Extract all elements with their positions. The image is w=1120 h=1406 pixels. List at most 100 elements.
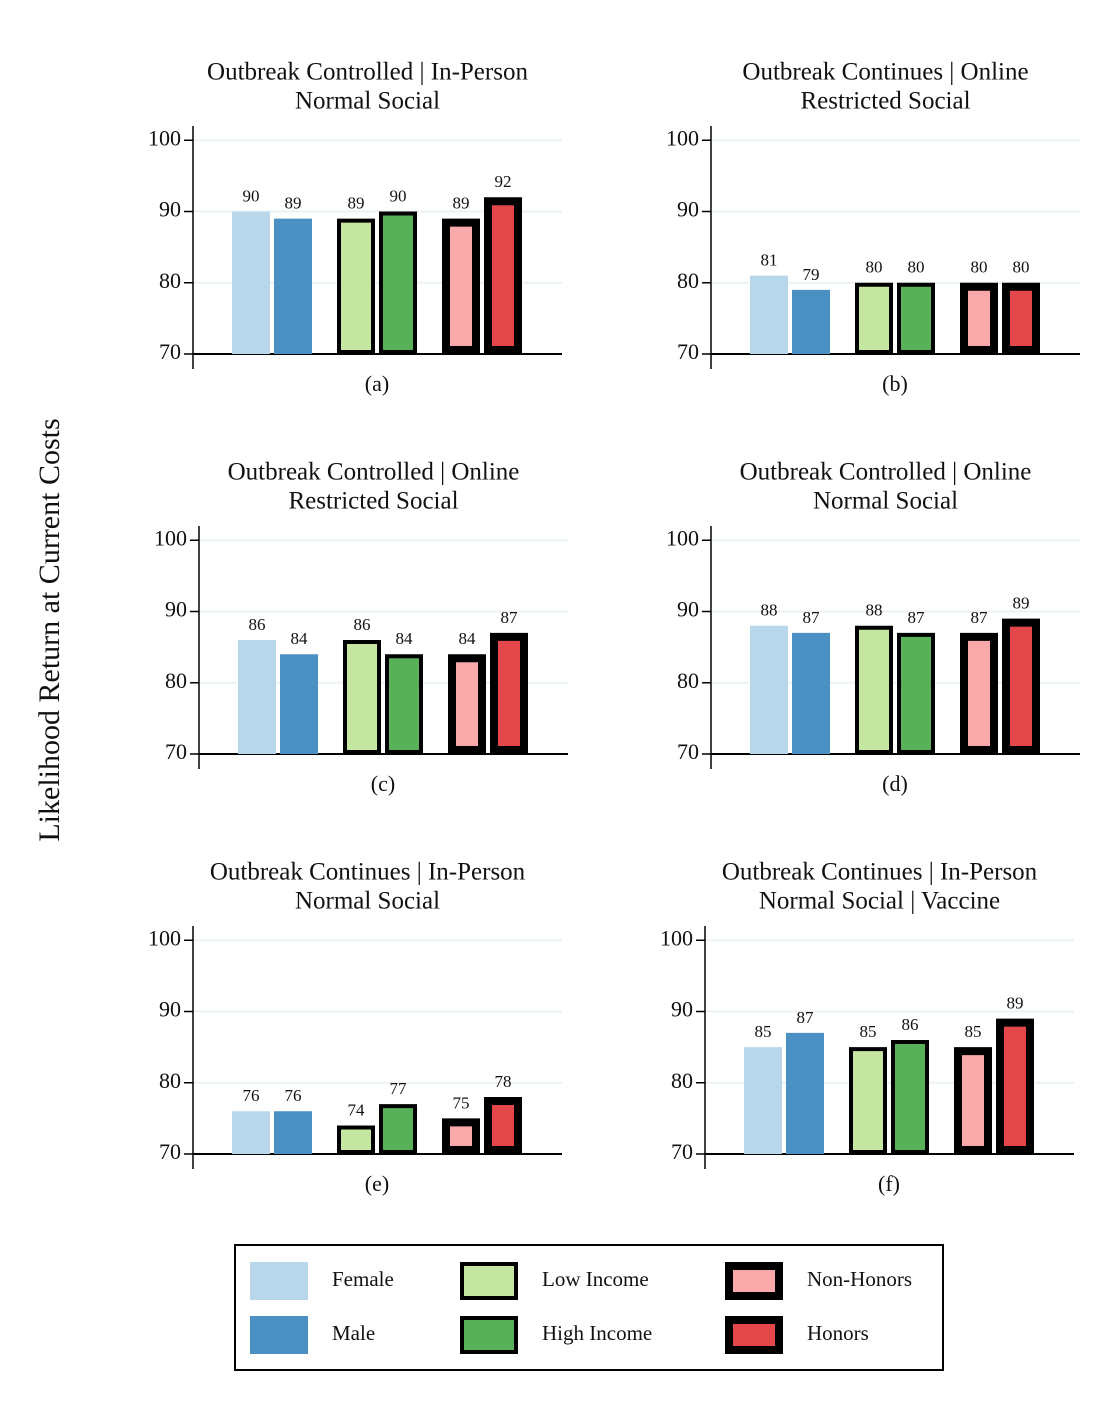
y-tick-label: 100 xyxy=(154,525,187,550)
value-label: 84 xyxy=(291,629,309,648)
legend-swatch xyxy=(460,1316,518,1354)
bar xyxy=(891,1040,929,1154)
panel-caption: (d) xyxy=(882,771,908,796)
value-label: 84 xyxy=(396,629,414,648)
legend-label: Non-Honors xyxy=(807,1267,912,1291)
value-label: 76 xyxy=(243,1086,260,1105)
y-tick-label: 100 xyxy=(666,525,699,550)
value-label: 89 xyxy=(453,194,470,213)
bar xyxy=(442,218,480,354)
bar xyxy=(238,640,276,754)
y-tick-label: 80 xyxy=(165,668,187,693)
y-tick-label: 70 xyxy=(159,1139,181,1164)
value-label: 85 xyxy=(860,1022,877,1041)
value-label: 87 xyxy=(797,1008,815,1027)
y-tick-label: 80 xyxy=(677,668,699,693)
y-tick-label: 80 xyxy=(159,1068,181,1093)
value-label: 80 xyxy=(1013,258,1030,277)
value-label: 77 xyxy=(390,1079,408,1098)
value-label: 86 xyxy=(902,1015,919,1034)
panel-caption: (a) xyxy=(365,371,389,396)
value-label: 85 xyxy=(755,1022,772,1041)
chart-title: Outbreak Controlled | Online xyxy=(740,459,1032,486)
value-label: 90 xyxy=(390,186,407,205)
value-label: 84 xyxy=(459,629,477,648)
bar xyxy=(232,1111,270,1154)
legend-label: Female xyxy=(332,1267,394,1291)
bar xyxy=(337,218,375,354)
bar xyxy=(897,632,935,754)
value-label: 86 xyxy=(249,615,266,634)
value-label: 80 xyxy=(971,258,988,277)
bar xyxy=(484,1097,522,1154)
y-tick-label: 100 xyxy=(148,925,181,950)
chart-title: Normal Social xyxy=(813,488,958,515)
bar xyxy=(484,197,522,354)
y-tick-label: 80 xyxy=(677,268,699,293)
value-label: 80 xyxy=(908,258,925,277)
chart-title: Outbreak Controlled | In-Person xyxy=(207,59,528,86)
y-tick-label: 90 xyxy=(159,197,181,222)
legend-label: Low Income xyxy=(542,1267,649,1291)
value-label: 89 xyxy=(1007,994,1024,1013)
value-label: 87 xyxy=(908,608,926,627)
y-tick-label: 70 xyxy=(671,1139,693,1164)
y-tick-label: 100 xyxy=(148,125,181,150)
bar xyxy=(442,1118,480,1154)
value-label: 88 xyxy=(761,601,778,620)
legend-swatch xyxy=(725,1316,783,1354)
chart-title: Outbreak Continues | Online xyxy=(742,59,1028,86)
value-label: 74 xyxy=(348,1100,366,1119)
value-label: 90 xyxy=(243,186,260,205)
y-tick-label: 90 xyxy=(677,197,699,222)
value-label: 79 xyxy=(803,265,820,284)
legend-swatch xyxy=(250,1316,308,1354)
bar xyxy=(792,632,830,754)
value-label: 92 xyxy=(495,172,512,191)
bar xyxy=(855,625,893,754)
bar xyxy=(1002,282,1040,354)
y-tick-label: 90 xyxy=(671,997,693,1022)
value-label: 81 xyxy=(761,251,778,270)
bar xyxy=(849,1047,887,1154)
value-label: 89 xyxy=(285,194,302,213)
value-label: 89 xyxy=(348,194,365,213)
bar xyxy=(1002,618,1040,754)
bar xyxy=(274,218,312,354)
value-label: 86 xyxy=(354,615,371,634)
panel-caption: (c) xyxy=(371,771,395,796)
bar xyxy=(996,1018,1034,1154)
value-label: 80 xyxy=(866,258,883,277)
y-tick-label: 70 xyxy=(159,339,181,364)
bar xyxy=(744,1047,782,1154)
y-tick-label: 100 xyxy=(666,125,699,150)
legend-label: Male xyxy=(332,1321,375,1345)
y-tick-label: 100 xyxy=(660,925,693,950)
y-tick-label: 70 xyxy=(677,739,699,764)
value-label: 76 xyxy=(285,1086,302,1105)
bar xyxy=(343,640,381,754)
value-label: 85 xyxy=(965,1022,982,1041)
bar xyxy=(280,654,318,754)
bar xyxy=(750,275,788,354)
bar xyxy=(855,282,893,354)
bar xyxy=(379,211,417,354)
y-tick-label: 90 xyxy=(677,597,699,622)
bar xyxy=(960,632,998,754)
legend-label: Honors xyxy=(807,1321,869,1345)
chart-title: Restricted Social xyxy=(288,488,458,515)
y-tick-label: 80 xyxy=(671,1068,693,1093)
bar xyxy=(385,654,423,754)
panel-caption: (e) xyxy=(365,1171,389,1196)
legend-box xyxy=(234,1244,944,1371)
legend-label: High Income xyxy=(542,1321,652,1345)
value-label: 87 xyxy=(803,608,821,627)
chart-title: Normal Social xyxy=(295,888,440,915)
value-label: 89 xyxy=(1013,594,1030,613)
bar xyxy=(274,1111,312,1154)
chart-title: Outbreak Continues | In-Person xyxy=(722,859,1038,886)
bar xyxy=(792,289,830,354)
panel-caption: (b) xyxy=(882,371,908,396)
bar xyxy=(897,282,935,354)
legend-swatch xyxy=(250,1262,308,1300)
